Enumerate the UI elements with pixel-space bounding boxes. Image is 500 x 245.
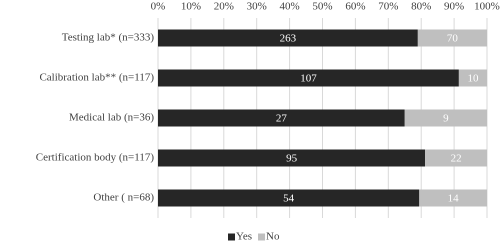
y-tick-label: Testing lab* (n=333): [62, 32, 155, 44]
x-tick-label: 70%: [378, 1, 398, 13]
data-label: 14: [448, 193, 460, 205]
x-tick-label: 60%: [345, 1, 365, 13]
bar-segment: [458, 69, 487, 87]
x-tick-label: 10%: [181, 1, 201, 13]
data-label: 22: [451, 153, 462, 165]
data-label: 54: [283, 193, 295, 205]
y-tick-label: Certification body (n=117): [36, 152, 155, 164]
bar-segment: [425, 149, 487, 167]
x-tick-label: 80%: [411, 1, 431, 13]
x-tick-label: 20%: [214, 1, 234, 13]
legend-label: Yes: [236, 231, 252, 243]
bar-segment: [158, 69, 459, 87]
data-label: 263: [280, 33, 297, 45]
data-label: 27: [276, 113, 288, 125]
x-tick-label: 40%: [280, 1, 300, 13]
data-label: 10: [467, 73, 479, 85]
legend-label: No: [266, 231, 280, 243]
data-label: 9: [443, 113, 449, 125]
legend-swatch: [258, 233, 266, 241]
legend-swatch: [228, 233, 235, 241]
bar-segment: [158, 149, 426, 167]
bar-segment: [158, 29, 418, 47]
bar-segment: [404, 109, 487, 127]
bar-segment: [158, 189, 420, 207]
bar-segment: [158, 109, 405, 127]
x-tick-label: 90%: [444, 1, 464, 13]
x-tick-label: 0%: [151, 1, 166, 13]
y-tick-label: Other ( n=68): [93, 192, 154, 204]
x-tick-label: 100%: [474, 1, 500, 13]
data-label: 95: [286, 153, 298, 165]
bar-segment: [417, 29, 487, 47]
data-label: 107: [300, 73, 317, 85]
x-tick-label: 50%: [312, 1, 332, 13]
y-tick-label: Medical lab (n=36): [69, 112, 154, 124]
y-tick-label: Calibration lab** (n=117): [39, 72, 154, 84]
bar-segment: [419, 189, 487, 207]
data-label: 70: [447, 33, 459, 45]
x-tick-label: 30%: [247, 1, 267, 13]
